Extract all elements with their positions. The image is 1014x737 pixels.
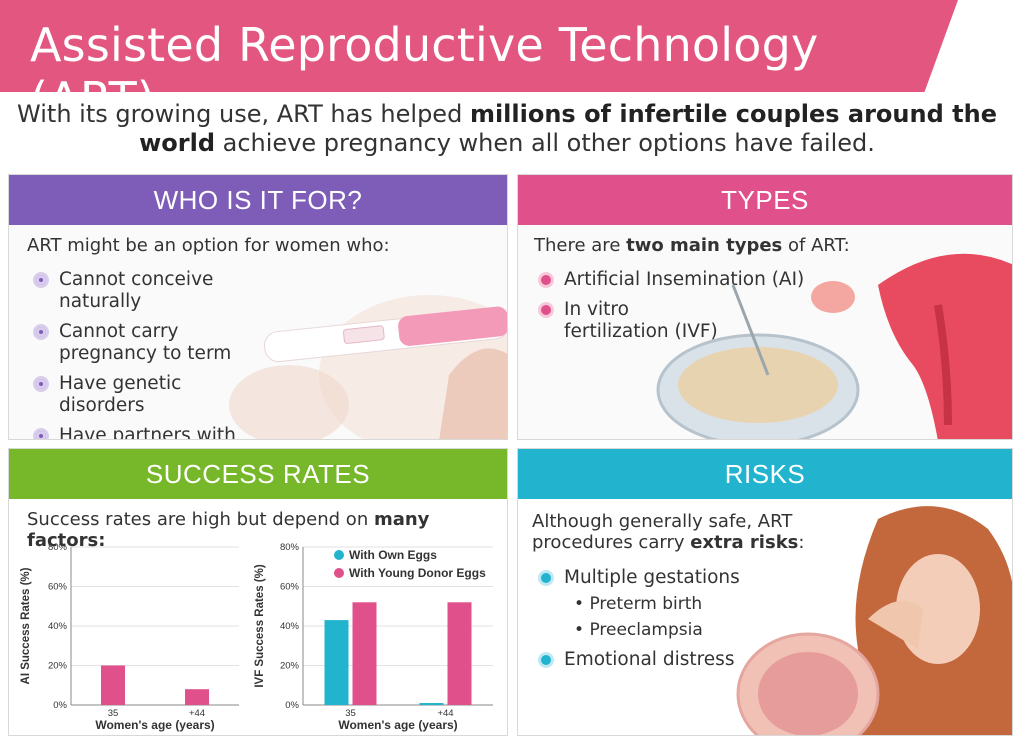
title-banner: Assisted Reproductive Technology (ART): [0, 0, 958, 92]
bullet-icon: [33, 376, 49, 392]
page-title: Assisted Reproductive Technology (ART): [30, 18, 819, 126]
list-item: Multiple gestations: [536, 567, 766, 589]
who-lead: ART might be an option for women who:: [27, 235, 390, 256]
legend-swatch: [334, 568, 344, 578]
bullet-icon: [33, 428, 49, 439]
list-item: • Preterm birth: [574, 594, 703, 614]
y-tick-label: 0%: [53, 700, 67, 711]
x-tick-label: +44: [189, 708, 205, 719]
bullet-icon: [538, 272, 554, 288]
success-panel: SUCCESS RATES Success rates are high but…: [8, 448, 508, 736]
types-lead: There are two main types of ART:: [534, 235, 850, 256]
list-item: In vitro fertilization (IVF): [536, 299, 726, 343]
list-item-label: Preeclampsia: [589, 620, 703, 640]
risks-heading: RISKS: [518, 449, 1012, 499]
y-tick-label: 20%: [48, 661, 68, 672]
y-tick-label: 60%: [48, 582, 68, 593]
x-tick-label: +44: [437, 708, 453, 719]
types-lead-bold: two main types: [626, 235, 783, 256]
pregnancy-test-illustration: [229, 295, 507, 439]
success-lead: Success rates are high but depend on man…: [27, 509, 507, 551]
bar: [352, 602, 377, 705]
list-item: Have partners with abnormal sperm: [31, 425, 271, 440]
who-heading: WHO IS IT FOR?: [9, 175, 507, 225]
y-tick-label: 80%: [48, 542, 68, 553]
y-axis-label: IVF Success Rates (%): [254, 564, 266, 688]
bar: [419, 703, 444, 705]
who-panel: WHO IS IT FOR? ART might be an option fo…: [8, 174, 508, 440]
list-item: Cannot carry pregnancy to term: [31, 321, 271, 365]
bullet-icon: [538, 302, 554, 318]
types-lead-pre: There are: [534, 235, 627, 256]
list-item: Have genetic disorders: [31, 373, 271, 417]
bar: [447, 602, 472, 705]
ivf-uterus-illustration: [656, 253, 1012, 439]
y-tick-label: 60%: [280, 582, 300, 593]
y-tick-label: 80%: [280, 542, 300, 553]
legend-label: With Young Donor Eggs: [349, 566, 486, 580]
x-axis-label: Women's age (years): [95, 718, 214, 732]
intro-part2: achieve pregnancy when all other options…: [215, 129, 875, 157]
list-item-label: Have genetic disorders: [59, 373, 182, 416]
x-tick-label: 35: [108, 708, 119, 719]
success-lead-bold: many factors:: [27, 509, 430, 551]
list-item: • Preeclampsia: [574, 620, 703, 640]
risks-list: Multiple gestations: [536, 567, 766, 597]
legend-label: With Own Eggs: [349, 548, 437, 562]
x-tick-label: 35: [345, 708, 356, 719]
risks-sublist: • Preterm birth • Preeclampsia: [560, 593, 760, 645]
success-lead-pre: Success rates are high but depend on: [27, 509, 374, 530]
risks-list-2: Emotional distress: [536, 649, 766, 679]
list-item: Artificial Insemination (AI): [536, 269, 836, 291]
types-panel: TYPES There are two main types of ART: A…: [517, 174, 1013, 440]
bullet-icon: [33, 324, 49, 340]
list-item-label: Preterm birth: [589, 594, 703, 614]
y-axis-label: AI Success Rates (%): [20, 567, 32, 684]
list-item-label: Emotional distress: [564, 649, 735, 670]
bullet-icon: [538, 652, 554, 668]
types-lead-post: of ART:: [782, 235, 850, 256]
risks-lead-bold: extra risks: [690, 532, 799, 553]
risks-lead-pre: Although generally safe, ART procedures …: [532, 511, 793, 553]
success-heading: SUCCESS RATES: [9, 449, 507, 499]
bar: [185, 689, 209, 705]
intro-part1: With its growing use, ART has helped: [17, 100, 470, 128]
risks-panel: RISKS Although generally safe, ART proce…: [517, 448, 1013, 736]
risks-lead-post: :: [798, 532, 805, 553]
who-list: Cannot conceive naturally Cannot carry p…: [31, 269, 271, 440]
bullet-icon: [33, 272, 49, 288]
bar: [324, 620, 349, 705]
list-item-label: Have partners with abnormal sperm: [59, 425, 236, 440]
y-tick-label: 20%: [280, 661, 300, 672]
bullet-icon: [538, 570, 554, 586]
types-list: Artificial Insemination (AI) In vitro fe…: [536, 269, 804, 351]
y-tick-label: 40%: [280, 621, 300, 632]
list-item-label: Cannot conceive naturally: [59, 269, 214, 312]
risks-lead: Although generally safe, ART procedures …: [532, 511, 822, 553]
list-item-label: Artificial Insemination (AI): [564, 269, 805, 290]
bar: [101, 665, 125, 705]
intro-bold: millions of infertile couples around the…: [139, 100, 997, 157]
x-axis-label: Women's age (years): [338, 718, 457, 732]
list-item-label: Multiple gestations: [564, 567, 740, 588]
list-item-label: Cannot carry pregnancy to term: [59, 321, 232, 364]
y-tick-label: 40%: [48, 621, 68, 632]
list-item: Cannot conceive naturally: [31, 269, 271, 313]
list-item-label: In vitro fertilization (IVF): [564, 299, 718, 342]
legend-swatch: [334, 550, 344, 560]
types-heading: TYPES: [518, 175, 1012, 225]
y-tick-label: 0%: [285, 700, 299, 711]
intro-text: With its growing use, ART has helped mil…: [10, 100, 1004, 158]
woman-fetus-illustration: [736, 506, 1012, 735]
list-item: Emotional distress: [536, 649, 766, 671]
